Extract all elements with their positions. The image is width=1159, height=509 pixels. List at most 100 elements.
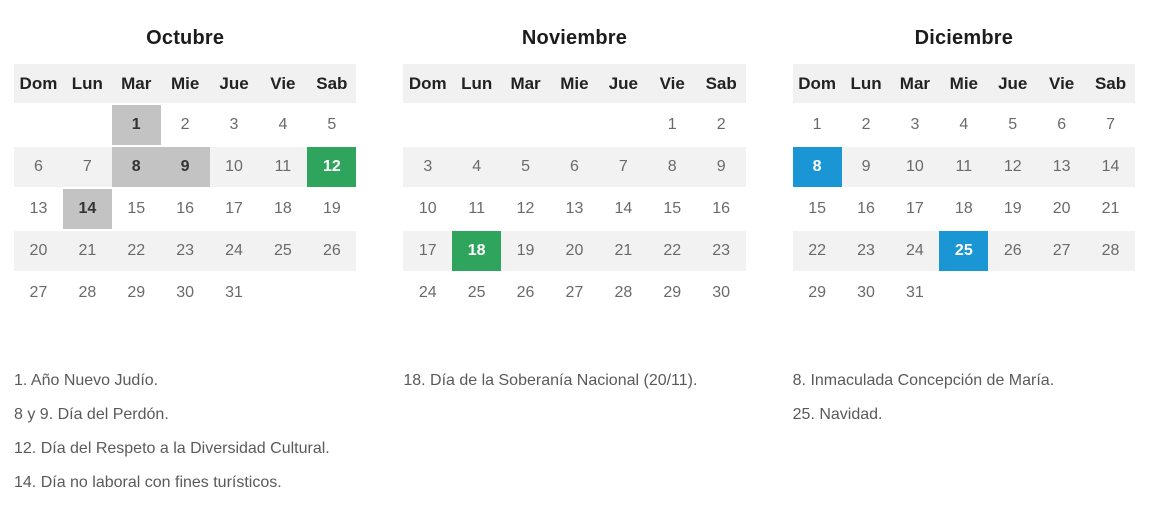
empty-day-cell xyxy=(452,105,501,145)
day-cell: 14 xyxy=(1086,147,1135,187)
day-cell: 28 xyxy=(78,284,97,301)
day-cell: 11 xyxy=(468,200,485,217)
calendar-table: Dom Lun Mar Mie Jue Vie Sab 1 2 3 4 5 6 7 8 9 10 11 12 13 14… xyxy=(403,62,746,315)
day-cell: 17 xyxy=(403,231,453,271)
legend-item: 8 y 9. Día del Perdón. xyxy=(14,406,169,423)
holiday-day-cell[interactable]: 14 xyxy=(62,189,112,229)
holiday-day-cell[interactable]: 8 xyxy=(792,147,842,187)
day-cell: 10 xyxy=(209,147,259,187)
day-cell: 24 xyxy=(209,231,259,271)
day-cell: 20 xyxy=(14,231,63,271)
weekday-header: Mar xyxy=(890,64,940,103)
week-row: 1 2 3 4 5 6 7 xyxy=(793,105,1135,145)
day-cell: 6 xyxy=(14,147,63,187)
day-cell: 11 xyxy=(258,147,308,187)
weekday-header: Mar xyxy=(111,64,161,103)
day-cell: 7 xyxy=(598,147,648,187)
month-title: Noviembre xyxy=(521,27,628,49)
day-cell: 16 xyxy=(857,200,875,217)
day-cell: 16 xyxy=(176,200,195,217)
day-cell: 5 xyxy=(327,116,337,133)
day-cell: 19 xyxy=(322,200,341,217)
holiday-day-cell[interactable]: 8 xyxy=(111,147,161,187)
month-section: Noviembre Dom Lun Mar Mie Jue Vie Sab 1 2 3 4 5 6 7 8 9… xyxy=(403,0,746,509)
day-cell: 18 xyxy=(274,200,292,217)
empty-day-cell xyxy=(14,105,63,145)
week-row: 24 25 26 27 28 29 30 xyxy=(403,273,745,313)
weekday-header: Sab xyxy=(1086,64,1135,103)
day-cell: 28 xyxy=(1086,231,1135,271)
day-cell: 16 xyxy=(712,200,731,217)
day-cell: 31 xyxy=(225,284,243,301)
day-cell: 13 xyxy=(29,200,48,217)
month-title: Diciembre xyxy=(914,27,1014,49)
day-cell: 27 xyxy=(1037,231,1087,271)
day-cell: 15 xyxy=(127,200,146,217)
day-cell: 6 xyxy=(1057,116,1067,133)
holiday-day-cell[interactable]: 12 xyxy=(307,147,357,187)
week-row: 6 7 8 9 10 11 12 xyxy=(14,147,357,187)
day-cell: 12 xyxy=(988,147,1038,187)
legend-item: 18. Día de la Soberanía Nacional (20/11)… xyxy=(403,372,698,389)
day-cell: 4 xyxy=(959,116,969,133)
day-cell: 30 xyxy=(176,284,195,301)
weekday-header: Mie xyxy=(939,64,989,103)
weekday-header: Lun xyxy=(452,64,502,103)
day-cell: 13 xyxy=(1037,147,1087,187)
day-cell: 1 xyxy=(812,116,822,133)
holiday-day-cell[interactable]: 1 xyxy=(111,105,161,145)
weekday-header: Dom xyxy=(14,64,63,103)
day-cell: 22 xyxy=(647,231,697,271)
weekday-header: Sab xyxy=(696,64,746,103)
day-cell: 31 xyxy=(906,284,924,301)
day-cell: 7 xyxy=(62,147,112,187)
day-cell: 25 xyxy=(258,231,308,271)
day-cell: 27 xyxy=(29,284,48,301)
empty-day-cell xyxy=(550,105,599,145)
holiday-day-cell[interactable]: 18 xyxy=(452,231,502,271)
month-section: Diciembre Dom Lun Mar Mie Jue Vie Sab 1 2 3 4 5 6 7 8 9… xyxy=(792,0,1135,509)
holiday-legend: 18. Día de la Soberanía Nacional (20/11)… xyxy=(403,373,745,389)
weekday-header: Sab xyxy=(307,64,357,103)
day-cell: 5 xyxy=(1008,116,1018,133)
weekday-header: Mar xyxy=(501,64,550,103)
day-cell: 13 xyxy=(565,200,584,217)
weekday-header-row: Dom Lun Mar Mie Jue Vie Sab xyxy=(403,64,746,103)
day-cell: 21 xyxy=(1101,200,1120,217)
day-cell: 25 xyxy=(467,284,486,301)
day-cell: 15 xyxy=(663,200,682,217)
empty-day-cell xyxy=(403,105,452,145)
day-cell: 10 xyxy=(418,200,437,217)
day-cell: 1 xyxy=(667,116,677,133)
day-cell: 2 xyxy=(180,116,190,133)
weekday-header: Jue xyxy=(209,64,259,103)
day-cell: 9 xyxy=(841,147,891,187)
weekday-header: Mie xyxy=(550,64,599,103)
day-cell: 3 xyxy=(229,116,239,133)
day-cell: 17 xyxy=(225,200,243,217)
week-row: 27 28 29 30 31 xyxy=(14,273,356,313)
week-row: 20 21 22 23 24 25 26 xyxy=(14,231,357,271)
month-section: Octubre Dom Lun Mar Mie Jue Vie Sab 1 2 3 4 5 6 7 8 9 10… xyxy=(14,0,357,509)
day-cell: 21 xyxy=(598,231,648,271)
day-cell: 9 xyxy=(696,147,746,187)
holiday-legend: 1. Año Nuevo Judío. 8 y 9. Día del Perdón… xyxy=(14,373,356,491)
weekday-header: Vie xyxy=(647,64,697,103)
calendar-table: Dom Lun Mar Mie Jue Vie Sab 1 2 3 4 5 6 7 8 9 10 11 12 13 14… xyxy=(792,62,1135,315)
holiday-day-cell[interactable]: 25 xyxy=(939,231,989,271)
day-cell: 23 xyxy=(841,231,891,271)
legend-item: 12. Día del Respeto a la Diversidad Cult… xyxy=(14,440,330,457)
holiday-day-cell[interactable]: 9 xyxy=(160,147,210,187)
day-cell: 11 xyxy=(939,147,989,187)
legend-item: 14. Día no laboral con fines turísticos. xyxy=(14,474,282,491)
empty-day-cell xyxy=(307,273,356,313)
day-cell: 22 xyxy=(792,231,842,271)
day-cell: 20 xyxy=(1052,200,1071,217)
weekday-header: Lun xyxy=(62,64,112,103)
day-cell: 12 xyxy=(516,200,535,217)
day-cell: 10 xyxy=(890,147,940,187)
weekday-header-row: Dom Lun Mar Mie Jue Vie Sab xyxy=(792,64,1135,103)
day-cell: 3 xyxy=(403,147,453,187)
